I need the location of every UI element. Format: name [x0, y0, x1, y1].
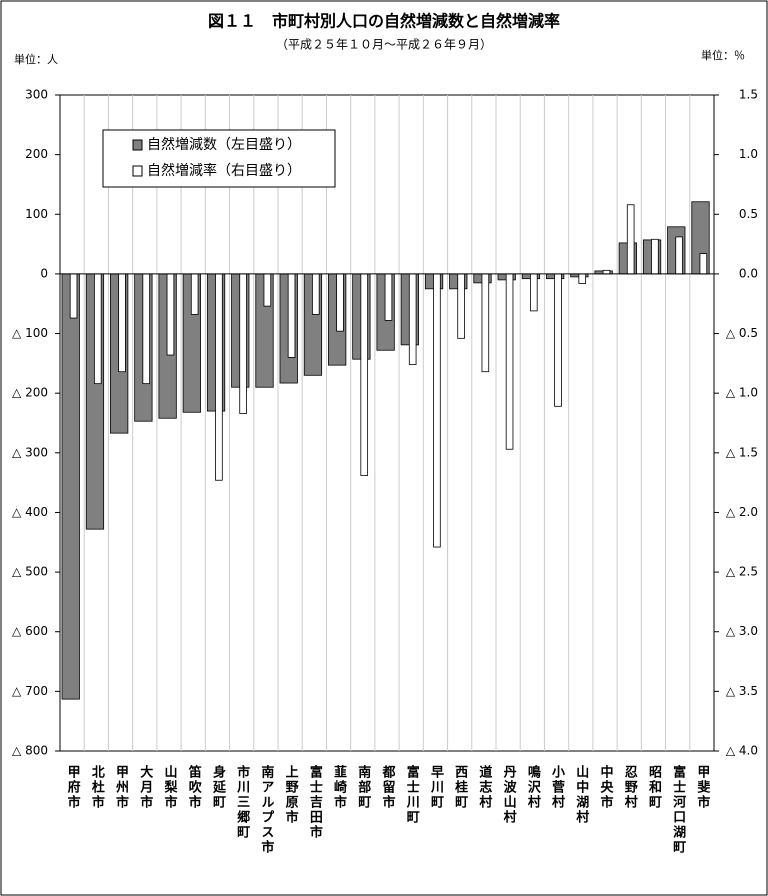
bar — [336, 273, 344, 332]
x-tick-label: 甲州市 — [113, 765, 130, 810]
legend-swatch — [132, 139, 143, 151]
y2-tick-label: 0.5 — [739, 207, 758, 221]
bar — [651, 238, 659, 275]
y-tick-label: 300 — [25, 88, 48, 102]
bar — [69, 273, 78, 319]
x-tick-label: 道志村 — [476, 764, 492, 810]
chart-title: 図１１ 市町村別人口の自然増減数と自然増減率 — [208, 12, 560, 31]
x-tick-label: 韮崎市 — [331, 764, 347, 810]
y2-tick-label: △ 1.0 — [726, 386, 758, 400]
y-tick-label: △ 500 — [12, 565, 48, 579]
bar — [311, 273, 320, 315]
x-tick-label: 昭和町 — [646, 765, 662, 810]
x-tick-label: 山中湖村 — [573, 764, 589, 825]
y-tick-label: △ 100 — [12, 326, 48, 340]
x-tick-label: 身延町 — [210, 764, 227, 810]
x-tick-label: 富士川町 — [404, 764, 421, 825]
bar — [263, 273, 272, 307]
x-tick-label: 富士河口湖町 — [670, 764, 686, 855]
bar — [408, 273, 417, 365]
y2-tick-label: 1.5 — [739, 88, 758, 102]
y2-tick-label: △ 4.0 — [726, 744, 758, 758]
x-tick-label: 都留市 — [380, 764, 397, 810]
x-tick-label: 小菅村 — [549, 765, 565, 810]
bar — [360, 273, 369, 476]
y-tick-label: △ 600 — [12, 624, 48, 638]
x-tick-label: 甲斐市 — [694, 765, 711, 810]
x-tick-label: 甲府市 — [65, 765, 81, 810]
y-unit: 単位：人 — [14, 52, 58, 66]
y2-tick-label: 1.0 — [739, 147, 758, 161]
chart-subtitle: （平成２５年１０月～平成２６年９月） — [276, 38, 492, 52]
bar — [505, 273, 514, 450]
y-tick-label: 100 — [25, 207, 48, 221]
y2-tick-label: 0.0 — [739, 266, 758, 280]
bar — [93, 273, 102, 385]
x-tick-label: 笛吹市 — [186, 764, 203, 810]
bar — [190, 273, 199, 315]
x-tick-label: 大月市 — [137, 764, 154, 810]
bar — [626, 204, 635, 275]
x-tick-label: 北杜市 — [89, 765, 105, 810]
bar — [287, 273, 296, 358]
bar — [215, 273, 223, 481]
y2-tick-label: △ 3.5 — [726, 684, 758, 698]
x-tick-label: 丹波山村 — [501, 765, 516, 825]
bar — [61, 273, 80, 700]
bar — [142, 273, 151, 385]
y2-tick-label: △ 3.0 — [726, 624, 758, 638]
y-tick-label: △ 400 — [12, 505, 48, 519]
x-tick-label: 南部町 — [355, 764, 371, 810]
bar — [384, 273, 393, 321]
x-tick-label: 上野原市 — [283, 765, 299, 825]
y-tick-label: △ 300 — [12, 445, 48, 459]
legend-label: 自然増減数（左目盛り） — [147, 136, 301, 153]
x-tick-label: 中央市 — [598, 764, 614, 810]
y2-tick-label: △ 2.0 — [726, 505, 758, 519]
bar — [529, 273, 538, 312]
bar — [433, 273, 441, 548]
x-tick-label: 山梨市 — [162, 764, 179, 810]
bar — [457, 273, 465, 339]
plot-area — [59, 94, 715, 752]
bar — [118, 273, 126, 373]
y-tick-label: △ 200 — [12, 386, 48, 400]
bar — [239, 273, 247, 414]
y2-tick-label: △ 0.5 — [726, 326, 758, 340]
legend-label: 自然増減率（右目盛り） — [147, 162, 301, 179]
y2-tick-label: △ 2.5 — [726, 565, 758, 579]
x-tick-label: 忍野村 — [622, 765, 638, 810]
bar — [699, 253, 708, 275]
y2-unit: 単位：％ — [701, 48, 745, 62]
legend-swatch — [132, 165, 143, 177]
bar — [554, 273, 562, 407]
x-tick-label: 南アルプス市 — [258, 764, 274, 855]
y-tick-label: 200 — [25, 147, 48, 161]
bar — [166, 273, 175, 356]
bar — [578, 273, 587, 284]
x-tick-label: 市川三郷町 — [234, 764, 251, 840]
x-tick-label: 早川町 — [428, 765, 445, 810]
y-tick-label: 0 — [40, 266, 48, 280]
bar — [481, 273, 490, 373]
y-tick-label: △ 800 — [12, 744, 48, 758]
y2-tick-label: △ 1.5 — [726, 445, 758, 459]
x-tick-label: 富士吉田市 — [307, 764, 323, 840]
bar — [675, 236, 683, 275]
y-tick-label: △ 700 — [12, 684, 48, 698]
x-tick-label: 西桂町 — [452, 765, 469, 810]
bar — [602, 269, 611, 275]
x-tick-label: 鳴沢村 — [525, 764, 541, 810]
